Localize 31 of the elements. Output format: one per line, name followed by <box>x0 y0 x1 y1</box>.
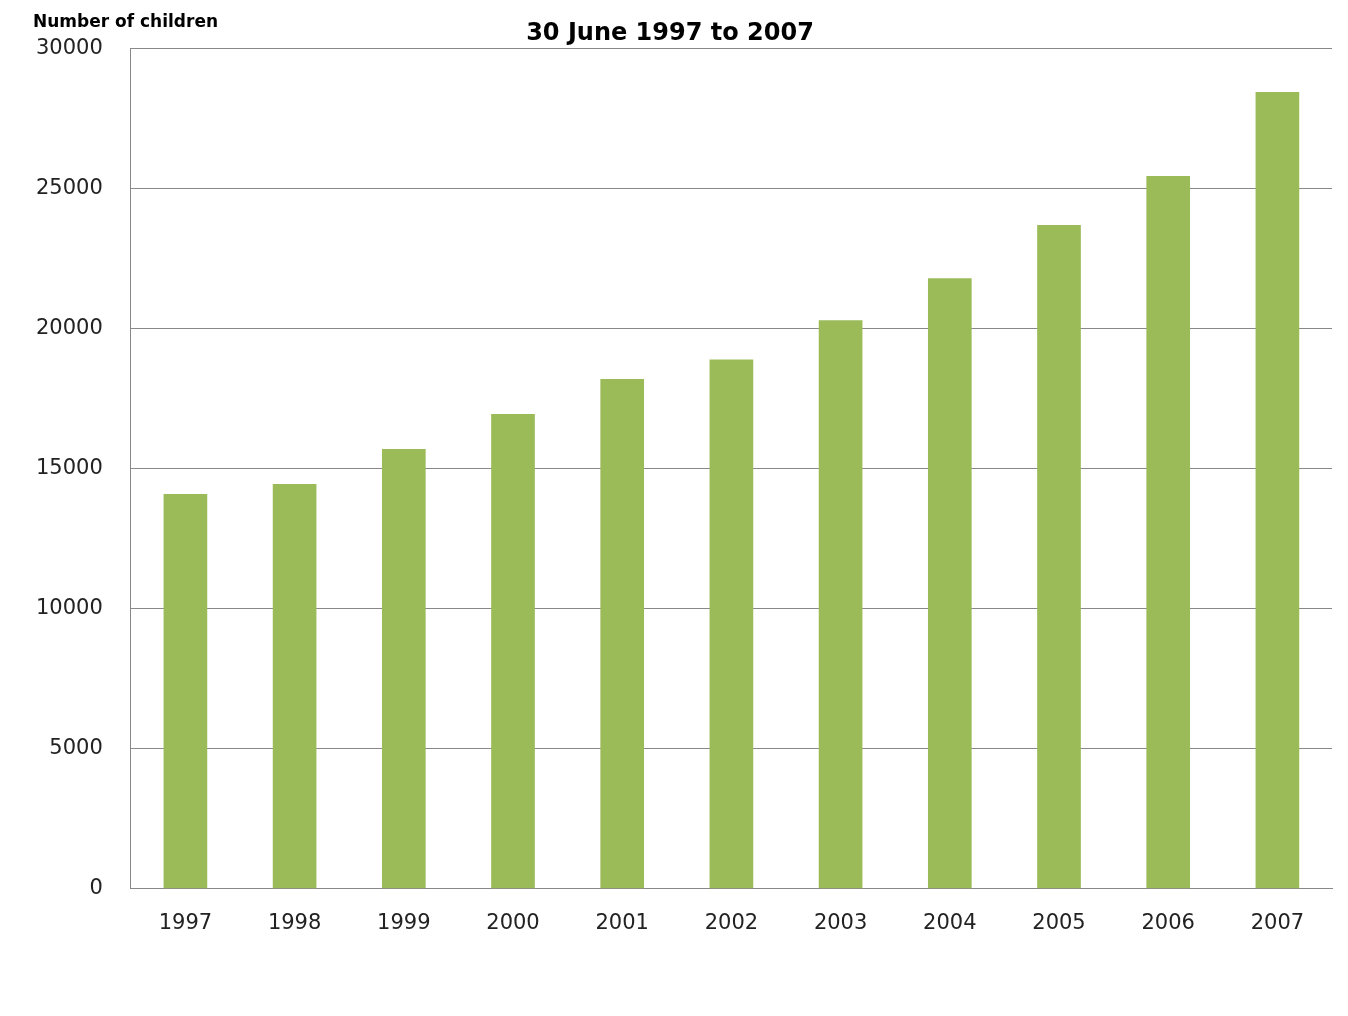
x-tick-label: 2002 <box>704 909 759 934</box>
y-tick-label: 30000 <box>35 35 103 60</box>
x-tick-label: 1998 <box>267 909 322 934</box>
x-tick-label: 1999 <box>377 909 431 934</box>
x-tick-label: 2000 <box>486 909 540 934</box>
bar <box>163 493 208 889</box>
y-tick-label: 10000 <box>35 595 103 620</box>
y-tick-label: 5000 <box>49 735 103 760</box>
bar <box>491 414 535 889</box>
x-tick-label: 2005 <box>1032 909 1086 934</box>
y-tick-label: 0 <box>89 875 103 900</box>
x-tick-label: 2006 <box>1141 909 1195 934</box>
chart-title: 30 June 1997 to 2007 <box>526 18 814 47</box>
bar <box>272 484 317 889</box>
bar <box>709 359 754 889</box>
bar <box>1255 92 1300 889</box>
x-tick-label: 2001 <box>595 909 649 934</box>
bar <box>927 278 972 889</box>
y-tick-label: 20000 <box>35 315 103 340</box>
y-axis-title: Number of children <box>33 10 219 31</box>
bar <box>381 449 426 889</box>
x-tick-label: 2003 <box>813 909 868 934</box>
bar <box>1146 176 1191 889</box>
bar <box>818 320 863 889</box>
x-tick-label: 2007 <box>1250 909 1305 934</box>
bar <box>1037 225 1081 889</box>
y-tick-label: 25000 <box>35 175 103 200</box>
x-tick-label: 2004 <box>923 909 977 934</box>
bar <box>600 379 645 889</box>
x-tick-label: 1997 <box>158 909 213 934</box>
y-tick-label: 15000 <box>35 455 103 480</box>
